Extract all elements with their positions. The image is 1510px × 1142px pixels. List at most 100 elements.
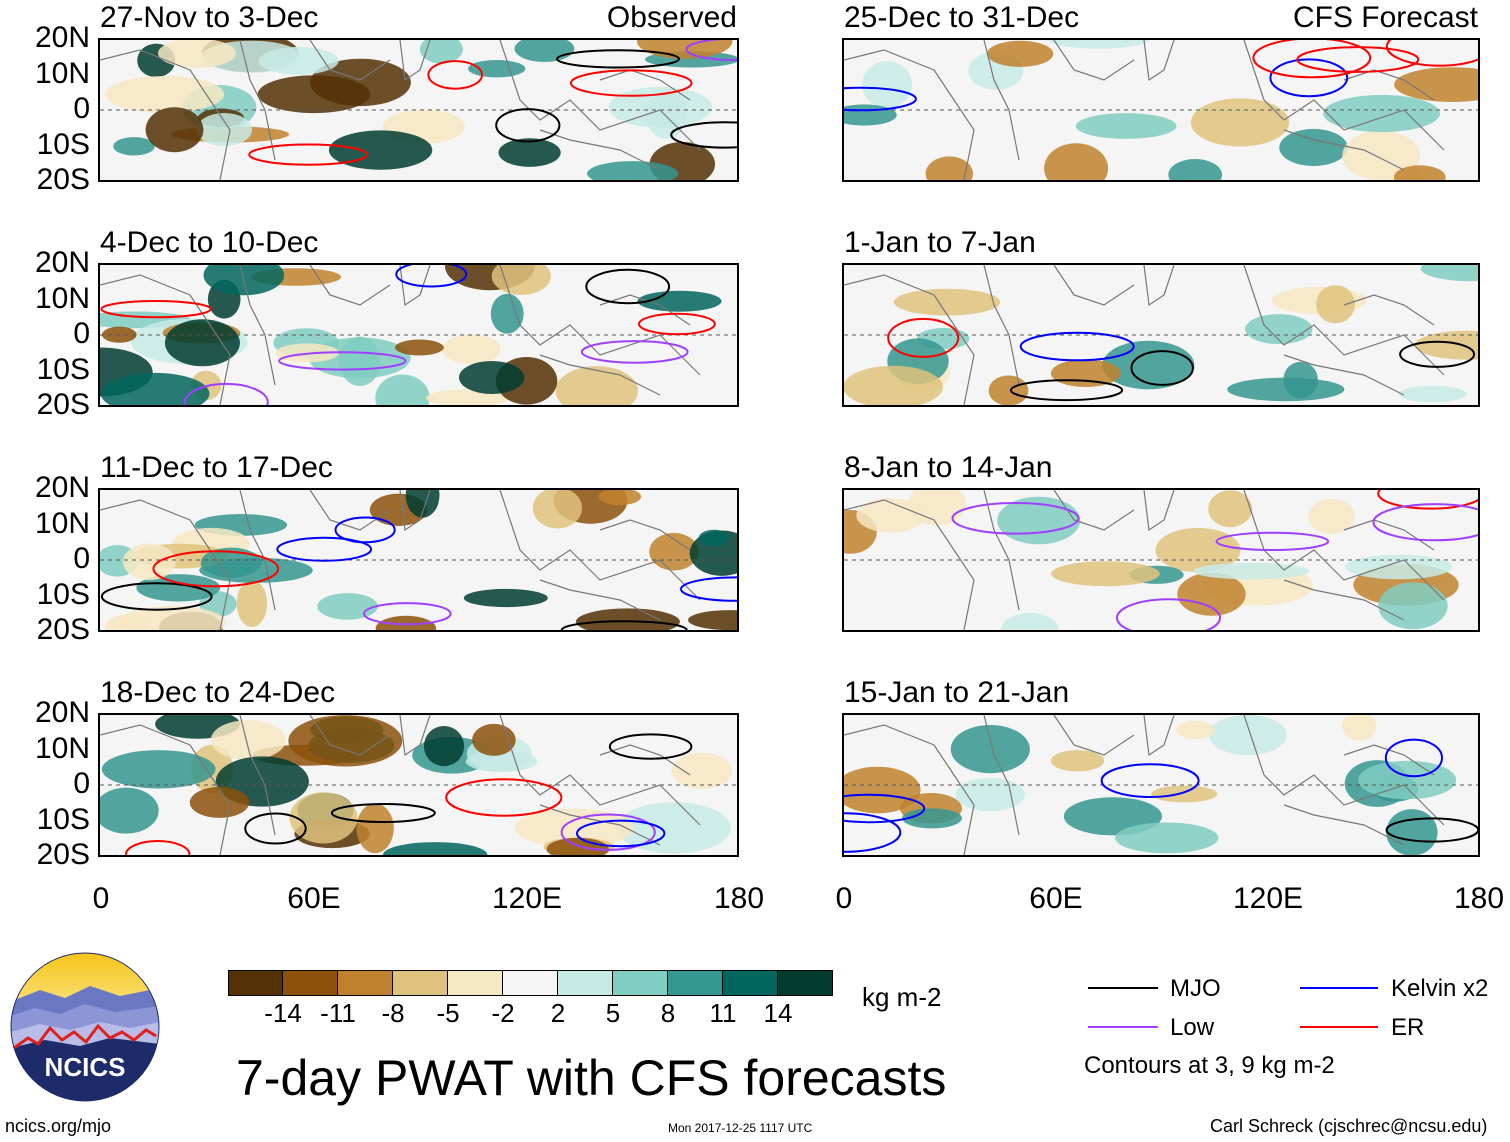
x-tick-right-60e: 60E xyxy=(1029,882,1083,915)
colorbar-tick-label: -5 xyxy=(436,998,460,1028)
pwat-anomaly-blob xyxy=(101,750,216,789)
pwat-anomaly-blob xyxy=(698,529,730,547)
colorbar-cell xyxy=(668,971,723,995)
coastline xyxy=(399,490,431,532)
pwat-anomaly-blob xyxy=(1115,822,1219,854)
pwat-anomaly-blob xyxy=(423,726,465,767)
pwat-anomaly-blob xyxy=(688,610,737,630)
wave-contour xyxy=(569,69,693,97)
pwat-anomaly-blob xyxy=(1168,159,1223,180)
wave-contour xyxy=(585,268,671,305)
wave-contour xyxy=(276,536,373,562)
pwat-anomaly-blob xyxy=(1177,572,1246,616)
map-panel-observed-1 xyxy=(98,38,739,182)
pwat-anomaly-blob xyxy=(1208,490,1253,528)
pwat-anomaly-blob xyxy=(158,40,236,68)
pwat-anomaly-blob xyxy=(196,113,253,147)
pwat-anomaly-blob xyxy=(1386,809,1438,855)
coastline xyxy=(539,354,661,396)
y-tick-label: 10S xyxy=(36,802,90,836)
pwat-anomaly-blob xyxy=(532,490,582,529)
coastline xyxy=(100,499,231,630)
y-tick-label: 0 xyxy=(73,317,90,350)
wave-contour xyxy=(1377,490,1478,510)
coastline xyxy=(983,715,1020,836)
coastline xyxy=(399,715,431,757)
pwat-anomaly-blob xyxy=(136,574,221,602)
pwat-anomaly-blob xyxy=(200,547,262,578)
x-tick-left-180: 180 xyxy=(713,882,765,915)
legend-line-mjo xyxy=(1088,987,1158,989)
coastline xyxy=(1343,69,1435,101)
wave-contour xyxy=(1269,58,1349,98)
pwat-anomaly-blob xyxy=(844,766,921,814)
colorbar-tick-label: -2 xyxy=(491,998,515,1028)
chart-title: 7-day PWAT with CFS forecasts xyxy=(236,1050,947,1106)
coastline xyxy=(309,40,391,81)
contour-note: Contours at 3, 9 kg m-2 xyxy=(1084,1052,1335,1079)
pwat-anomaly-blob xyxy=(419,40,463,64)
map-panel-forecast-1 xyxy=(842,38,1480,182)
pwat-anomaly-blob xyxy=(925,156,973,180)
coastline xyxy=(309,490,391,531)
map-panel-observed-4 xyxy=(98,713,739,857)
pwat-anomaly-blob xyxy=(189,786,250,818)
y-tick-label: 20S xyxy=(36,388,90,421)
pwat-anomaly-blob xyxy=(1048,40,1149,49)
coastline xyxy=(1143,490,1175,532)
legend-label-kelvin: Kelvin x2 xyxy=(1391,975,1489,1002)
pwat-anomaly-blob xyxy=(1279,128,1348,167)
pwat-anomaly-blob xyxy=(514,808,634,848)
coastline xyxy=(1283,354,1405,396)
coastline xyxy=(1143,265,1175,307)
wave-contour xyxy=(685,40,737,61)
colorbar-cell xyxy=(338,971,393,995)
pwat-anomaly-blob xyxy=(1044,143,1109,180)
pwat-anomaly-blob xyxy=(490,293,524,334)
map-panel-forecast-2 xyxy=(842,263,1480,407)
legend-line-kelvin xyxy=(1300,987,1378,989)
pwat-anomaly-blob xyxy=(122,543,176,581)
pwat-anomaly-blob xyxy=(1341,715,1377,741)
y-tick-label: 20S xyxy=(36,838,90,871)
wave-contour xyxy=(1372,503,1478,542)
wave-contour xyxy=(427,60,484,90)
pwat-anomaly-blob xyxy=(1393,165,1446,180)
coastline xyxy=(499,715,701,826)
pwat-anomaly-blob xyxy=(955,777,1025,812)
pwat-anomaly-blob xyxy=(395,339,444,356)
pwat-anomaly-blob xyxy=(1208,715,1287,756)
wave-contour xyxy=(1116,598,1221,630)
wave-contour xyxy=(670,121,737,149)
pwat-anomaly-blob xyxy=(164,319,240,367)
pwat-anomaly-blob xyxy=(100,787,159,834)
pwat-anomaly-blob xyxy=(375,615,437,630)
panel-title-5: 25-Dec to 31-Dec xyxy=(844,1,1080,34)
coastline xyxy=(844,724,975,855)
pwat-anomaly-blob xyxy=(105,76,225,113)
y-tick-label: 20N xyxy=(34,696,90,729)
x-tick-right-0: 0 xyxy=(835,882,853,915)
coastline xyxy=(309,715,391,756)
pwat-anomaly-blob xyxy=(339,336,381,386)
pwat-anomaly-blob xyxy=(383,842,488,855)
pwat-anomaly-blob xyxy=(405,490,440,518)
wave-contour xyxy=(244,812,307,845)
y-tick-label: 20S xyxy=(36,163,90,196)
wave-contour xyxy=(1252,40,1372,79)
pwat-anomaly-blob xyxy=(1075,113,1177,139)
pwat-anomaly-blob xyxy=(637,40,733,59)
coastline xyxy=(499,40,701,151)
pwat-anomaly-blob xyxy=(1316,285,1355,324)
coastline xyxy=(100,49,231,180)
coastline xyxy=(239,40,276,161)
footer-website[interactable]: ncics.org/mjo xyxy=(5,1116,112,1136)
pwat-anomaly-blob xyxy=(100,372,210,405)
pwat-anomaly-blob xyxy=(902,808,962,829)
colorbar-tick-label: 8 xyxy=(660,998,676,1028)
footer-timestamp: Mon 2017-12-25 1117 UTC xyxy=(668,1121,813,1135)
y-tick-label: 0 xyxy=(73,542,90,575)
ncics-logo: NCICS xyxy=(10,952,160,1102)
colorbar-units: kg m-2 xyxy=(862,982,942,1012)
forecast-label: CFS Forecast xyxy=(1292,1,1478,34)
